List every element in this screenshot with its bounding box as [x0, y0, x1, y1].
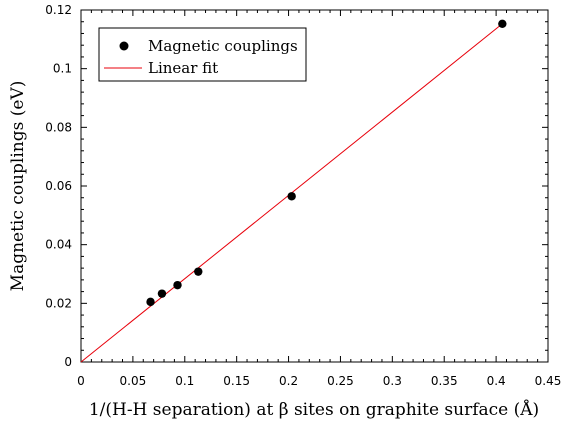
x-tick-label: 0.4	[487, 374, 506, 388]
legend-marker-magnetic-couplings	[119, 41, 129, 51]
y-tick-label: 0	[64, 355, 72, 369]
x-tick-label: 0.1	[175, 374, 194, 388]
x-axis-label: 1/(H-H separation) at β sites on graphit…	[89, 399, 539, 420]
data-point	[287, 192, 296, 201]
y-tick-label: 0.02	[45, 296, 72, 310]
y-tick-label: 0.06	[45, 179, 72, 193]
x-tick-label: 0.3	[383, 374, 402, 388]
series-layer	[80, 19, 507, 363]
data-point	[146, 297, 155, 307]
data-point	[157, 289, 167, 298]
y-tick-label: 0.08	[45, 120, 72, 134]
x-tick-label: 0.45	[535, 374, 562, 388]
legend: Magnetic couplings Linear fit	[98, 27, 307, 82]
x-tick-label: 0.05	[120, 374, 147, 388]
legend-label-linear-fit: Linear fit	[148, 59, 218, 77]
axis-ticks	[80, 9, 549, 363]
tick-labels: 0 0.05 0.1 0.15 0.2 0.25 0.3 0.35 0.4 0.45 0 0.02 0.…	[45, 3, 561, 388]
data-point	[194, 267, 203, 276]
data-point	[498, 19, 507, 28]
x-tick-label: 0.2	[279, 374, 298, 388]
data-point	[173, 280, 182, 290]
y-tick-label: 0.1	[53, 62, 72, 76]
x-tick-label: 0.25	[327, 374, 354, 388]
legend-box	[98, 27, 307, 82]
x-tick-label: 0.15	[223, 374, 250, 388]
y-axis-label: Magnetic couplings (eV)	[8, 81, 28, 292]
y-tick-label: 0.04	[45, 238, 72, 252]
x-tick-label: 0.35	[431, 374, 458, 388]
y-tick-label: 0.12	[45, 3, 72, 17]
legend-label-magnetic-couplings: Magnetic couplings	[148, 37, 298, 55]
x-tick-label: 0	[77, 374, 85, 388]
